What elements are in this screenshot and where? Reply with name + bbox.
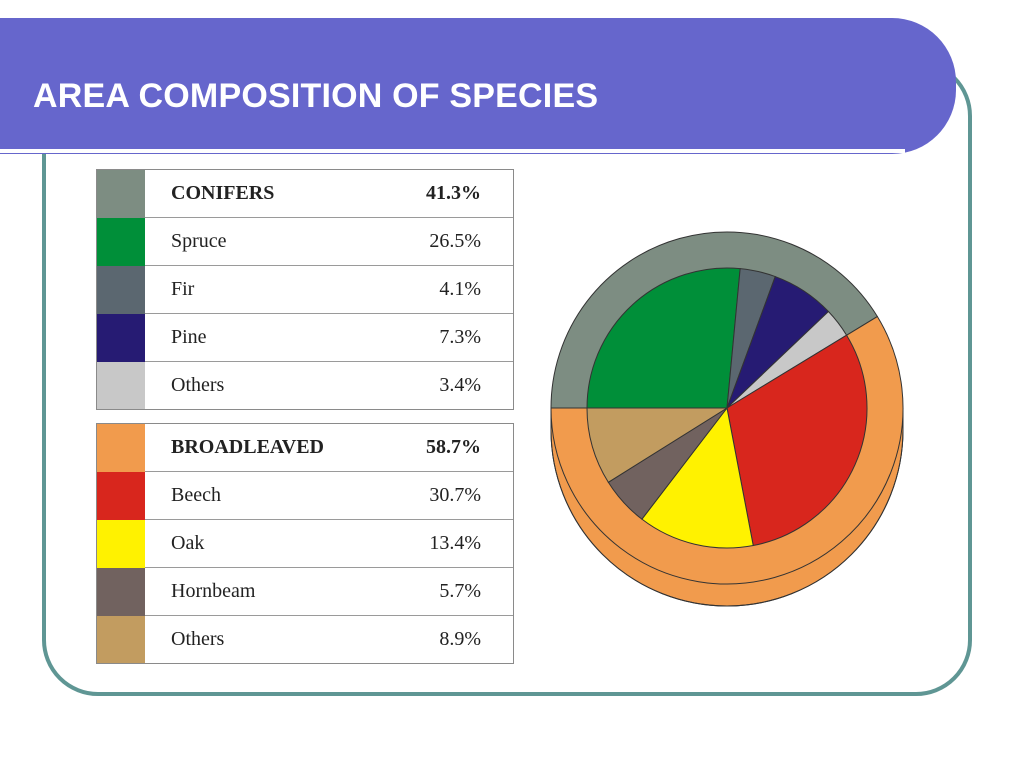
- page-title: AREA COMPOSITION OF SPECIES: [33, 77, 599, 115]
- legend-label-oak: Oak: [145, 519, 393, 568]
- legend-label-broadleaved: BROADLEAVED: [145, 423, 393, 472]
- legend-label-spruce: Spruce: [145, 217, 365, 266]
- legend-swatch-pine: [96, 313, 145, 362]
- legend-value-broadleaved: 58.7%: [392, 423, 514, 472]
- legend-label-beech: Beech: [145, 471, 393, 520]
- legend-row-oak: Oak 13.4%: [96, 519, 514, 568]
- legend-swatch-broadleaved: [96, 423, 145, 472]
- legend-row-conifer-others: Others 3.4%: [96, 361, 514, 410]
- legend-row-broadleaved: BROADLEAVED 58.7%: [96, 423, 514, 472]
- legend-row-conifers: CONIFERS 41.3%: [96, 169, 514, 218]
- legend-label-hornbeam: Hornbeam: [145, 567, 393, 616]
- legend-row-beech: Beech 30.7%: [96, 471, 514, 520]
- conifers-legend-table: CONIFERS 41.3% Spruce 26.5% Fir 4.1% Pin…: [96, 169, 514, 410]
- legend-swatch-oak: [96, 519, 145, 568]
- legend-row-fir: Fir 4.1%: [96, 265, 514, 314]
- legend-swatch-broadleaved-others: [96, 615, 145, 664]
- legend-swatch-conifers: [96, 169, 145, 218]
- pie-slice-beech-1: [726, 334, 868, 547]
- legend-row-broadleaved-others: Others 8.9%: [96, 615, 514, 664]
- legend-label-fir: Fir: [145, 265, 365, 314]
- legend-row-spruce: Spruce 26.5%: [96, 217, 514, 266]
- pie-slice-spruce-0: [586, 267, 741, 409]
- legend-swatch-conifer-others: [96, 361, 145, 410]
- title-bar: AREA COMPOSITION OF SPECIES: [0, 18, 956, 154]
- species-pie-chart: [550, 231, 904, 607]
- legend-value-beech: 30.7%: [392, 471, 514, 520]
- legend-label-broadleaved-others: Others: [145, 615, 393, 664]
- legend-value-pine: 7.3%: [364, 313, 514, 362]
- pie-slice-oak-1: [641, 406, 754, 549]
- legend-label-conifers: CONIFERS: [145, 169, 365, 218]
- legend-value-oak: 13.4%: [392, 519, 514, 568]
- legend-row-pine: Pine 7.3%: [96, 313, 514, 362]
- legend-swatch-spruce: [96, 217, 145, 266]
- legend-swatch-fir: [96, 265, 145, 314]
- title-underline: [0, 149, 905, 153]
- legend-value-hornbeam: 5.7%: [392, 567, 514, 616]
- legend-value-conifers: 41.3%: [364, 169, 514, 218]
- legend-value-spruce: 26.5%: [364, 217, 514, 266]
- legend-row-hornbeam: Hornbeam 5.7%: [96, 567, 514, 616]
- legend-label-conifer-others: Others: [145, 361, 365, 410]
- broadleaved-legend-table: BROADLEAVED 58.7% Beech 30.7% Oak 13.4% …: [96, 423, 514, 664]
- legend-swatch-beech: [96, 471, 145, 520]
- pie-3d-edge: [550, 429, 904, 607]
- legend-value-broadleaved-others: 8.9%: [392, 615, 514, 664]
- legend-label-pine: Pine: [145, 313, 365, 362]
- legend-swatch-hornbeam: [96, 567, 145, 616]
- legend-value-conifer-others: 3.4%: [364, 361, 514, 410]
- legend-value-fir: 4.1%: [364, 265, 514, 314]
